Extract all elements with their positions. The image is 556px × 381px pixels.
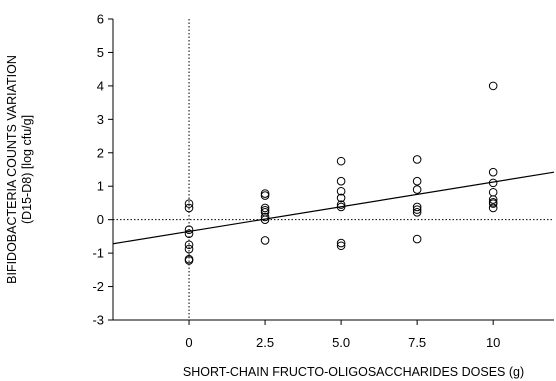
y-tick-label: 1 bbox=[97, 179, 104, 194]
data-point bbox=[412, 234, 422, 244]
regression-line bbox=[112, 171, 555, 245]
y-tick-label: -1 bbox=[92, 246, 104, 261]
y-tick-label: 2 bbox=[97, 145, 104, 160]
data-point bbox=[488, 167, 498, 177]
y-tick-label: 0 bbox=[97, 212, 104, 227]
data-point bbox=[260, 236, 270, 245]
data-point bbox=[184, 244, 194, 254]
data-point bbox=[412, 208, 422, 217]
data-point bbox=[412, 205, 422, 214]
data-point bbox=[412, 176, 422, 186]
x-tick-label: 7.5 bbox=[408, 335, 426, 350]
data-point bbox=[488, 203, 498, 213]
y-axis-label-line-1: BIFIDOBACTERIA COUNTS VARIATION bbox=[5, 55, 19, 284]
data-point bbox=[412, 155, 422, 164]
y-tick-label: 5 bbox=[97, 45, 104, 60]
data-points bbox=[184, 81, 498, 265]
y-tick-label: 3 bbox=[97, 112, 104, 127]
data-point bbox=[336, 176, 346, 186]
axes bbox=[112, 19, 554, 321]
x-tick-label: 10 bbox=[486, 335, 500, 350]
data-point bbox=[184, 256, 194, 265]
data-point bbox=[184, 225, 194, 234]
data-point bbox=[412, 185, 422, 194]
data-point bbox=[488, 187, 498, 197]
data-point bbox=[412, 202, 422, 212]
data-point bbox=[336, 193, 346, 203]
data-point bbox=[488, 195, 498, 204]
y-tick-label: -2 bbox=[92, 279, 104, 294]
data-point bbox=[184, 240, 194, 250]
x-tick-label: 5.0 bbox=[332, 335, 350, 350]
x-tick-label: 0 bbox=[185, 335, 192, 350]
data-point bbox=[184, 203, 194, 213]
data-point bbox=[336, 186, 346, 196]
data-point bbox=[260, 212, 270, 222]
y-tick-label: 6 bbox=[97, 12, 104, 27]
data-point bbox=[260, 191, 270, 200]
regression-line-group bbox=[112, 171, 555, 245]
data-point bbox=[336, 156, 346, 166]
tick-labels: -3 -2 -1 0 1 2 3 4 5 6 0 2.5 5.0 7.5 10 bbox=[92, 12, 500, 351]
data-point bbox=[184, 229, 194, 239]
data-point bbox=[260, 203, 270, 213]
data-point bbox=[184, 199, 194, 208]
reference-lines bbox=[113, 19, 554, 320]
data-point bbox=[336, 241, 346, 251]
data-point bbox=[336, 200, 346, 209]
data-point bbox=[488, 199, 498, 208]
y-tick-label: -3 bbox=[92, 313, 104, 328]
y-axis-label-line-2: (D15-D8) [log cfu/g] bbox=[20, 115, 34, 224]
x-tick-label: 2.5 bbox=[256, 335, 274, 350]
x-axis-label: SHORT-CHAIN FRUCTO-OLIGOSACCHARIDES DOSE… bbox=[183, 365, 524, 379]
tick-marks bbox=[108, 18, 494, 325]
data-point bbox=[336, 238, 346, 248]
y-tick-label: 4 bbox=[97, 78, 104, 93]
data-point bbox=[488, 81, 498, 91]
